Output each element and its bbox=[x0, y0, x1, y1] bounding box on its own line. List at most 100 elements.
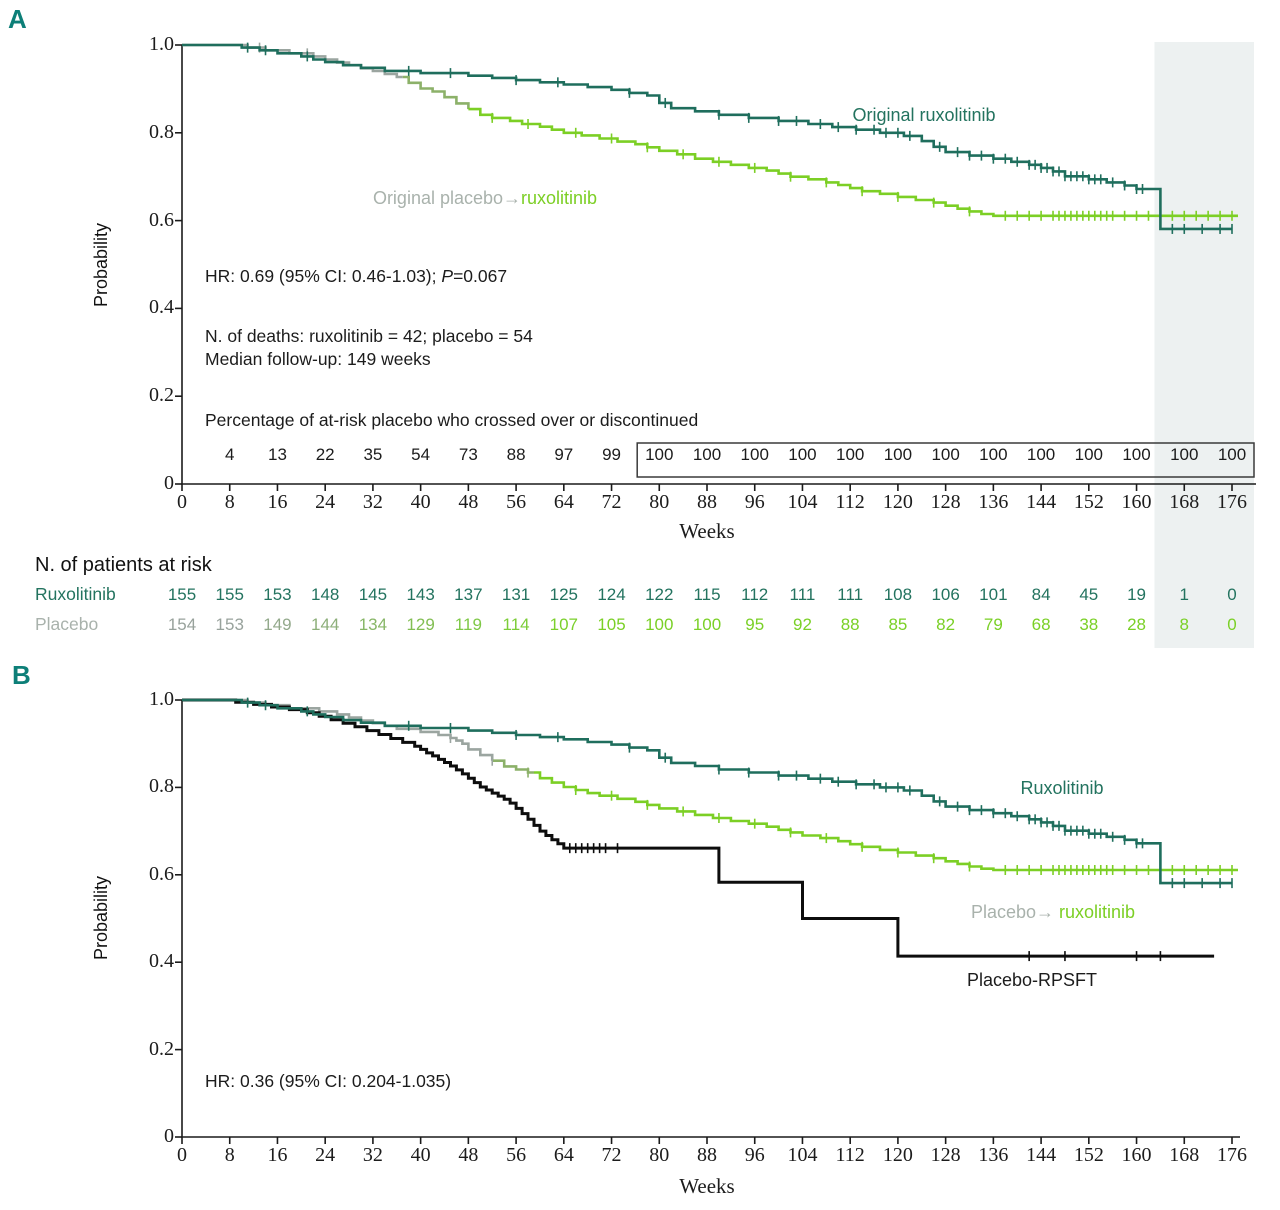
x-tick-label-B: 136 bbox=[978, 1144, 1009, 1166]
x-tick-label-A: 32 bbox=[362, 491, 383, 513]
panel-b-hr-text: HR: 0.36 (95% CI: 0.204-1.035) bbox=[205, 1071, 452, 1091]
crossover-pct-value: 13 bbox=[267, 445, 287, 464]
panel-b-legend-placebo-gray-part: Placebo→ bbox=[970, 902, 1055, 922]
crossover-pct-value: 4 bbox=[224, 445, 235, 464]
at-risk-value: 111 bbox=[837, 585, 864, 604]
at-risk-value: 84 bbox=[1031, 585, 1051, 604]
crossover-pct-value: 54 bbox=[411, 445, 431, 464]
at-risk-value: 131 bbox=[501, 585, 531, 604]
at-risk-value: 125 bbox=[549, 585, 578, 604]
crossover-pct-value: 99 bbox=[602, 445, 621, 464]
x-tick-label-A: 128 bbox=[930, 491, 961, 513]
crossover-pct-value: 100 bbox=[740, 445, 769, 464]
y-tick-label-B: 1.0 bbox=[149, 688, 174, 710]
y-tick-label-B: 0.6 bbox=[149, 862, 174, 885]
x-tick-label-B: 168 bbox=[1169, 1144, 1200, 1166]
x-tick-label-B: 88 bbox=[697, 1144, 717, 1166]
x-tick-label-B: 104 bbox=[787, 1144, 818, 1166]
x-tick-label-B: 152 bbox=[1073, 1144, 1104, 1166]
panel-a-hr-text: HR: 0.69 (95% CI: 0.46-1.03); P=0.067 bbox=[205, 266, 507, 288]
at-risk-value: 82 bbox=[936, 615, 956, 634]
x-tick-label-A: 48 bbox=[458, 491, 479, 513]
x-tick-label-B: 24 bbox=[315, 1144, 336, 1166]
panel-b-letter: B bbox=[12, 660, 31, 690]
x-tick-label-A: 88 bbox=[697, 491, 717, 513]
x-tick-label-A: 0 bbox=[177, 491, 187, 513]
x-tick-label-B: 160 bbox=[1121, 1144, 1152, 1166]
curve-original-ruxolitinib bbox=[182, 43, 1232, 231]
at-risk-value: 100 bbox=[645, 615, 674, 634]
y-tick-label-A: 0.4 bbox=[149, 296, 174, 319]
at-risk-value: 45 bbox=[1079, 585, 1099, 604]
at-risk-value: 114 bbox=[502, 615, 530, 634]
panel-a-legend-ruxolitinib: Original ruxolitinib bbox=[852, 105, 996, 125]
crossover-pct-value: 100 bbox=[692, 445, 722, 464]
crossover-100pct-box bbox=[636, 442, 1255, 478]
at-risk-value: 122 bbox=[645, 585, 674, 604]
panel-b-ylabel: Probability bbox=[91, 875, 111, 961]
at-risk-value: 148 bbox=[310, 585, 340, 604]
crossover-pct-value: 100 bbox=[645, 445, 674, 464]
x-tick-label-A: 104 bbox=[787, 491, 818, 513]
x-tick-label-B: 112 bbox=[835, 1144, 865, 1166]
crossover-pct-value: 100 bbox=[979, 445, 1008, 464]
at-risk-value: 105 bbox=[597, 615, 626, 634]
at-risk-value: 124 bbox=[597, 585, 626, 604]
shaded-band bbox=[1154, 42, 1254, 648]
x-tick-label-A: 24 bbox=[315, 491, 336, 513]
panel-b-legend-placebo: Placebo→ ruxolitinib bbox=[970, 902, 1135, 923]
x-tick-label-A: 64 bbox=[553, 491, 574, 513]
at-risk-value: 107 bbox=[549, 615, 578, 634]
at-risk-value: 85 bbox=[888, 615, 908, 634]
x-tick-label-B: 56 bbox=[506, 1144, 527, 1166]
y-tick-label-A: 0 bbox=[164, 472, 174, 494]
y-tick-label-B: 0.2 bbox=[149, 1037, 174, 1060]
panel-a-legend-placebo-gray-part: Original placebo→ bbox=[372, 188, 522, 208]
at-risk-value: 79 bbox=[983, 615, 1003, 634]
crossover-pct-value: 100 bbox=[1217, 445, 1247, 464]
at-risk-value: 155 bbox=[215, 585, 244, 604]
crossover-pct-value: 100 bbox=[1026, 445, 1056, 464]
at-risk-value: 0 bbox=[1227, 615, 1237, 634]
at-risk-value: 19 bbox=[1127, 585, 1146, 604]
x-tick-label-B: 32 bbox=[362, 1144, 383, 1166]
curve-placebo-ruxolitinib bbox=[182, 698, 494, 761]
x-tick-label-B: 72 bbox=[601, 1144, 622, 1166]
x-tick-label-B: 48 bbox=[458, 1144, 479, 1166]
x-tick-label-A: 144 bbox=[1026, 491, 1057, 513]
at-risk-value: 38 bbox=[1079, 615, 1099, 634]
x-tick-label-B: 96 bbox=[744, 1144, 765, 1166]
panel-a-legend-placebo: Original placebo→ruxolitinib bbox=[372, 188, 597, 209]
at-risk-value: 108 bbox=[883, 585, 913, 604]
panel-a-median-followup-text: Median follow-up: 149 weeks bbox=[205, 349, 431, 369]
y-tick-label-A: 0.8 bbox=[149, 120, 174, 143]
crossover-pct-value: 97 bbox=[554, 445, 574, 464]
x-tick-label-A: 72 bbox=[601, 491, 622, 513]
x-tick-label-A: 160 bbox=[1121, 491, 1152, 513]
crossover-pct-value: 100 bbox=[1074, 445, 1103, 464]
panel-b-legend-ruxolitinib: Ruxolitinib bbox=[1020, 778, 1104, 798]
at-risk-value: 154 bbox=[167, 615, 197, 634]
at-risk-value: 143 bbox=[406, 585, 435, 604]
curve-placebo-ruxolitinib bbox=[534, 771, 1238, 872]
panel-a-hr-prefix: HR: 0.69 (95% CI: 0.46-1.03); bbox=[205, 266, 442, 286]
x-tick-label-B: 176 bbox=[1217, 1144, 1247, 1166]
at-risk-value: 145 bbox=[358, 585, 388, 604]
curve-original-placebo-ruxolitinib bbox=[402, 75, 470, 110]
crossover-pct-value: 73 bbox=[458, 445, 478, 464]
x-tick-label-B: 0 bbox=[177, 1144, 187, 1166]
at-risk-value: 106 bbox=[931, 585, 960, 604]
at-risk-value: 100 bbox=[692, 615, 722, 634]
x-tick-label-B: 128 bbox=[930, 1144, 961, 1166]
at-risk-value: 0 bbox=[1227, 585, 1237, 604]
x-tick-label-B: 40 bbox=[410, 1144, 431, 1166]
at-risk-value: 129 bbox=[406, 615, 435, 634]
crossover-pct-value: 22 bbox=[315, 445, 335, 464]
panel-a-hr-pvalue-symbol: P bbox=[441, 266, 454, 286]
panel-a-xlabel: Weeks bbox=[679, 519, 735, 543]
panel-b-legend-rpsft: Placebo-RPSFT bbox=[966, 970, 1098, 990]
crossover-pct-value: 100 bbox=[835, 445, 865, 464]
y-tick-label-A: 1.0 bbox=[149, 33, 174, 55]
x-tick-label-B: 80 bbox=[649, 1144, 670, 1166]
crossover-pct-value: 88 bbox=[506, 445, 526, 464]
